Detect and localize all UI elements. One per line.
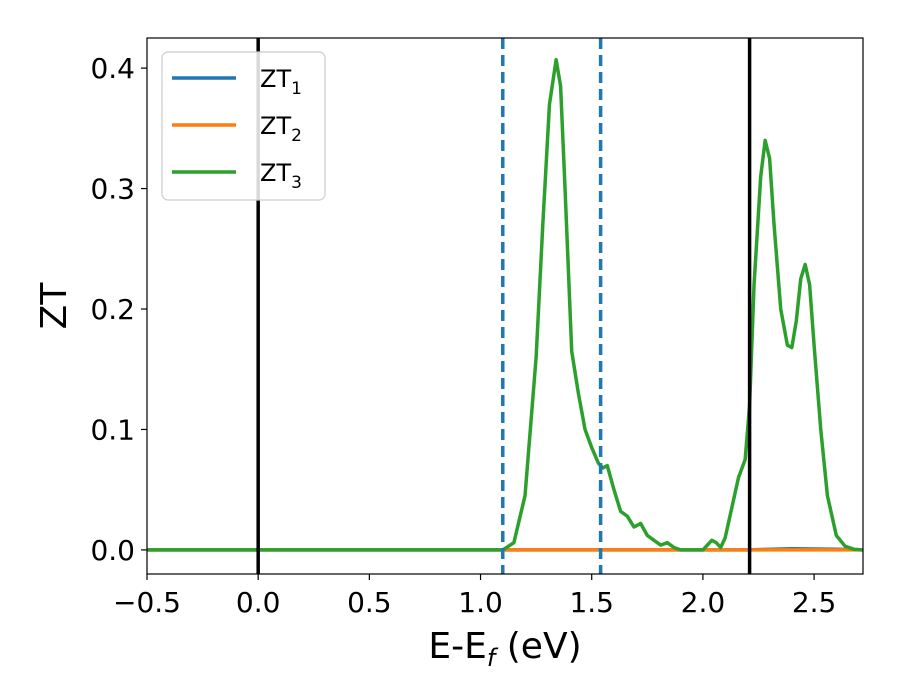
y-tick-label: 0.3: [90, 173, 135, 206]
legend-box: [161, 51, 326, 201]
y-tick-label: 0.2: [90, 293, 135, 326]
x-axis: −0.5 0.0 0.5 1.0 1.5 2.0 2.5: [113, 574, 836, 619]
legend: ZT1 ZT2 ZT3: [161, 51, 326, 201]
x-tick-label: 1.5: [569, 586, 614, 619]
x-tick-label: 0.0: [236, 586, 281, 619]
x-tick-label: 0.5: [347, 586, 392, 619]
x-tick-label: 1.0: [458, 586, 503, 619]
y-tick-label: 0.1: [90, 413, 135, 446]
y-tick-label: 0.4: [90, 52, 135, 85]
x-tick-label: −0.5: [113, 586, 181, 619]
series-line-zt3: [147, 57, 863, 552]
x-axis-label-main: E-E: [428, 626, 486, 667]
y-axis: 0.0 0.1 0.2 0.3 0.4: [90, 52, 147, 567]
y-axis-label: ZT: [34, 282, 75, 330]
x-tick-label: 2.0: [681, 586, 726, 619]
legend-label-zt3: ZT3: [260, 159, 302, 193]
legend-label-zt2: ZT2: [260, 112, 302, 146]
legend-label-zt1: ZT1: [260, 65, 302, 99]
x-axis-label-unit: (eV): [495, 626, 581, 667]
x-axis-label: E-Ef (eV): [428, 626, 581, 672]
y-tick-label: 0.0: [90, 534, 135, 567]
plot-frame: [146, 37, 864, 575]
x-tick-label: 2.5: [792, 586, 837, 619]
